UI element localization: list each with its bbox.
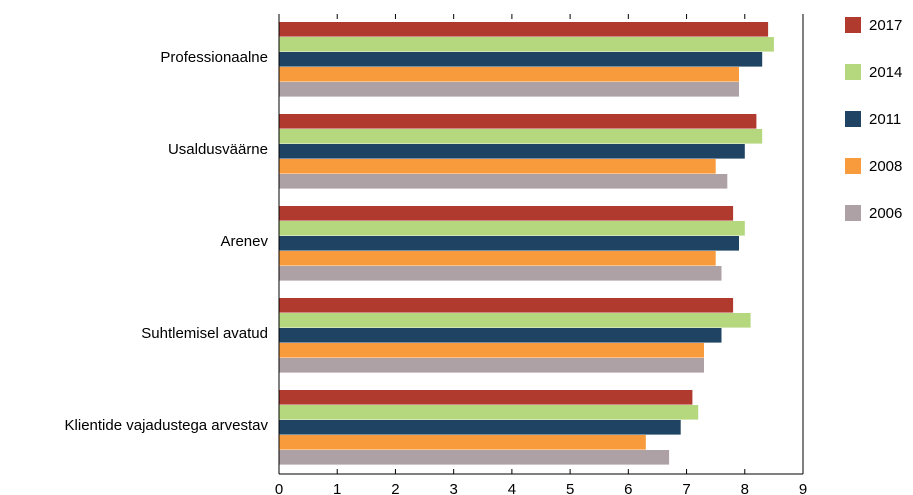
bar-professionaalne-2014 bbox=[279, 37, 774, 52]
bar-usaldusvaarne-2011 bbox=[279, 144, 745, 159]
x-tick-labels: 0 1 2 3 4 5 6 7 8 9 bbox=[275, 481, 807, 495]
x-tick-label: 0 bbox=[275, 481, 283, 495]
axes-group bbox=[278, 14, 804, 475]
bar-arenev-2014 bbox=[279, 221, 745, 236]
legend-label-2017: 2017 bbox=[869, 17, 902, 34]
bar-suhtlemisel-avatud-2011 bbox=[279, 328, 722, 343]
legend: 2017 2014 2011 2008 2006 bbox=[845, 17, 902, 222]
bar-klientide-vajadustega-arvestav-2017 bbox=[279, 390, 693, 405]
bar-suhtlemisel-avatud-2008 bbox=[279, 343, 704, 358]
category-labels: Professionaalne Usaldusväärne Arenev Suhtle… bbox=[65, 49, 269, 434]
bar-usaldusvaarne-2008 bbox=[279, 159, 716, 174]
bar-professionaalne-2006 bbox=[279, 82, 739, 97]
category-label-professionaalne: Professionaalne bbox=[160, 49, 268, 66]
legend-swatch-2006 bbox=[845, 205, 861, 221]
bar-arenev-2011 bbox=[279, 236, 739, 251]
bar-arenev-2017 bbox=[279, 206, 734, 221]
bar-suhtlemisel-avatud-2014 bbox=[279, 313, 751, 328]
legend-label-2008: 2008 bbox=[869, 158, 902, 175]
bar-klientide-vajadustega-arvestav-2006 bbox=[279, 450, 670, 465]
bar-professionaalne-2008 bbox=[279, 67, 739, 82]
bar-usaldusvaarne-2017 bbox=[279, 114, 757, 129]
x-tick-label: 3 bbox=[449, 481, 457, 495]
category-label-suhtlemisel-avatud: Suhtlemisel avatud bbox=[141, 325, 268, 342]
legend-label-2011: 2011 bbox=[869, 111, 901, 128]
bar-arenev-2006 bbox=[279, 266, 722, 281]
x-tick-label: 7 bbox=[682, 481, 690, 495]
x-tick-label: 5 bbox=[566, 481, 574, 495]
legend-label-2014: 2014 bbox=[869, 64, 902, 81]
category-label-arenev: Arenev bbox=[220, 233, 268, 250]
bar-suhtlemisel-avatud-2017 bbox=[279, 298, 734, 313]
legend-swatch-2011 bbox=[845, 111, 861, 127]
bar-suhtlemisel-avatud-2006 bbox=[279, 358, 704, 373]
legend-swatch-2014 bbox=[845, 64, 861, 80]
bar-klientide-vajadustega-arvestav-2011 bbox=[279, 420, 681, 435]
bar-klientide-vajadustega-arvestav-2008 bbox=[279, 435, 646, 450]
x-tick-label: 6 bbox=[624, 481, 632, 495]
legend-label-2006: 2006 bbox=[869, 205, 902, 222]
bars-group bbox=[279, 22, 774, 465]
x-tick-label: 1 bbox=[333, 481, 341, 495]
category-label-klientide-vajadustega-arvestav: Klientide vajadustega arvestav bbox=[65, 417, 269, 434]
bar-klientide-vajadustega-arvestav-2014 bbox=[279, 405, 699, 420]
bar-usaldusvaarne-2014 bbox=[279, 129, 763, 144]
category-label-usaldusvaarne: Usaldusväärne bbox=[168, 141, 268, 158]
bar-professionaalne-2017 bbox=[279, 22, 769, 37]
legend-swatch-2008 bbox=[845, 158, 861, 174]
x-tick-label: 9 bbox=[799, 481, 807, 495]
x-tick-label: 4 bbox=[508, 481, 516, 495]
bar-professionaalne-2011 bbox=[279, 52, 763, 67]
legend-swatch-2017 bbox=[845, 17, 861, 33]
bar-usaldusvaarne-2006 bbox=[279, 174, 728, 189]
x-tick-label: 2 bbox=[391, 481, 399, 495]
x-tick-label: 8 bbox=[741, 481, 749, 495]
bar-arenev-2008 bbox=[279, 251, 716, 266]
